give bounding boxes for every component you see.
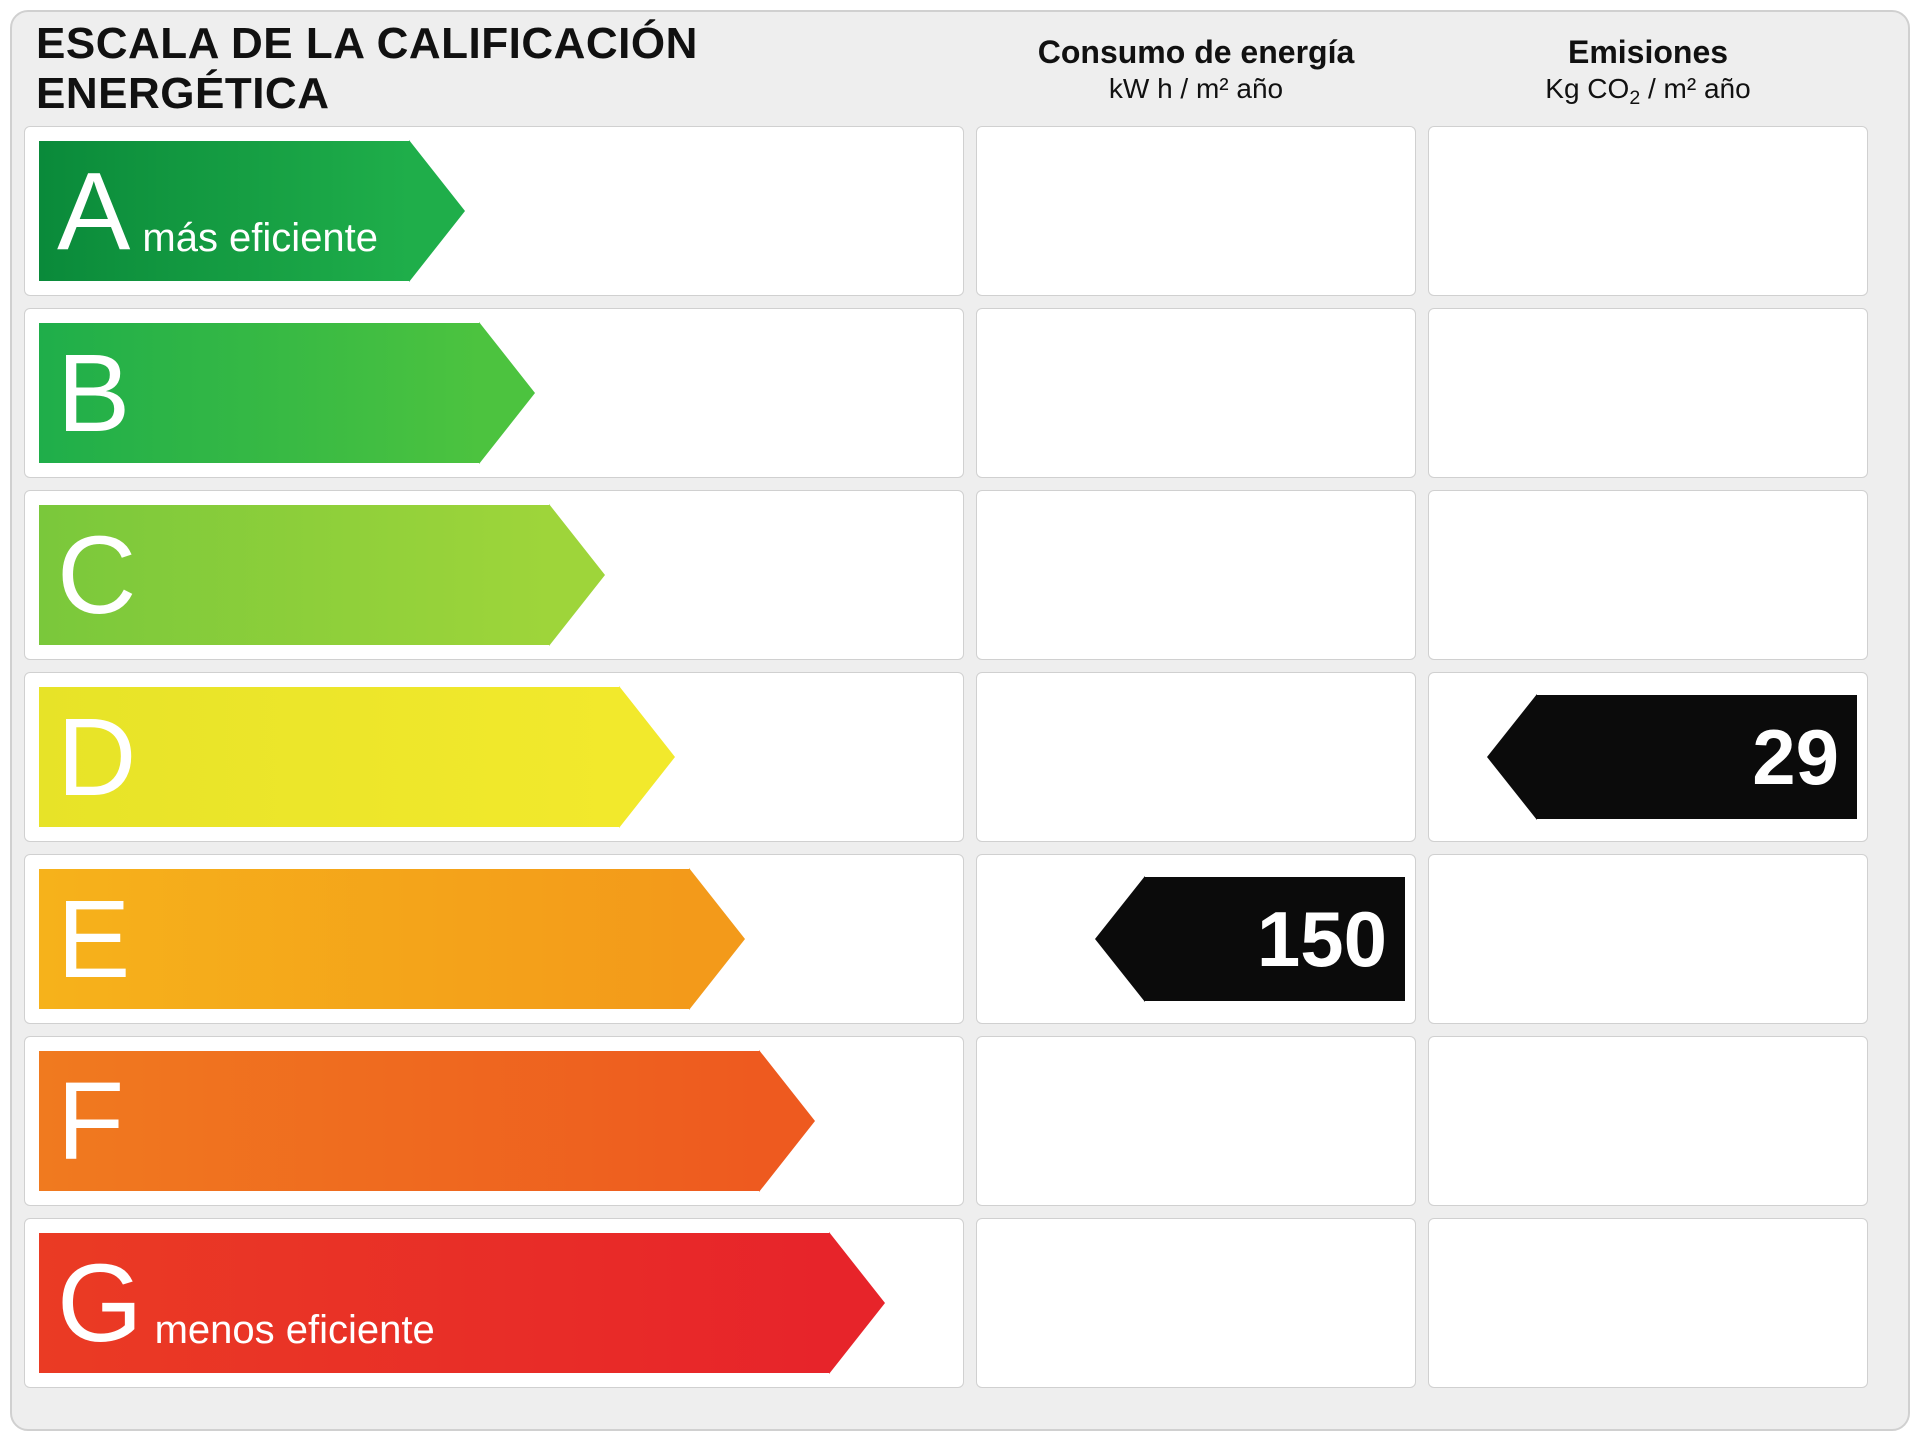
emisiones-cell [1428,308,1868,478]
rating-row-C: C [24,490,1896,660]
emisiones-cell [1428,490,1868,660]
rating-arrow-tip [689,868,745,1010]
rating-arrow-body: C [39,505,549,645]
consumo-indicator: 150 [1095,877,1405,1001]
column-header-emisiones: Emisiones Kg CO2 / m² año [1428,24,1868,114]
rating-arrow-body: D [39,687,619,827]
rating-letter: G [57,1233,143,1375]
consumo-cell [976,126,1416,296]
consumo-cell [976,672,1416,842]
rating-row-G: Gmenos eficiente [24,1218,1896,1388]
rating-arrow-cell: E [24,854,964,1024]
consumo-cell [976,308,1416,478]
consumo-units: kW h / m² año [976,73,1416,105]
rating-arrow-cell: B [24,308,964,478]
rating-letter: A [57,141,130,283]
rating-arrow: E [39,869,745,1009]
energy-rating-chart: ESCALA DE LA CALIFICACIÓN ENERGÉTICA Con… [10,10,1910,1431]
indicator-tip [1487,694,1537,820]
rating-arrow: Amás eficiente [39,141,465,281]
emisiones-cell [1428,854,1868,1024]
rating-arrow: C [39,505,605,645]
indicator-tip [1095,876,1145,1002]
rating-arrow-cell: Amás eficiente [24,126,964,296]
consumo-cell [976,1218,1416,1388]
rating-arrow-tip [619,686,675,828]
rating-arrow-cell: D [24,672,964,842]
header-row: ESCALA DE LA CALIFICACIÓN ENERGÉTICA Con… [24,24,1896,114]
rating-arrow-tip [479,322,535,464]
rating-arrow-body: Amás eficiente [39,141,409,281]
indicator-value: 150 [1145,877,1405,1001]
rating-letter: C [57,505,136,647]
rating-arrow-cell: C [24,490,964,660]
rating-sublabel: más eficiente [142,216,378,281]
rating-letter: E [57,869,130,1011]
rating-arrow-cell: F [24,1036,964,1206]
consumo-label: Consumo de energía [976,34,1416,71]
rating-arrow-body: F [39,1051,759,1191]
rating-arrow: B [39,323,535,463]
rating-arrow-tip [409,140,465,282]
rating-arrow-tip [759,1050,815,1192]
rating-row-F: F [24,1036,1896,1206]
rating-arrow-tip [549,504,605,646]
rating-arrow-tip [829,1232,885,1374]
consumo-cell [976,1036,1416,1206]
rating-arrow-body: Gmenos eficiente [39,1233,829,1373]
rating-row-B: B [24,308,1896,478]
rating-sublabel: menos eficiente [155,1308,435,1373]
emisiones-cell [1428,1036,1868,1206]
consumo-cell [976,490,1416,660]
rating-arrow-cell: Gmenos eficiente [24,1218,964,1388]
rating-arrow: Gmenos eficiente [39,1233,885,1373]
chart-title: ESCALA DE LA CALIFICACIÓN ENERGÉTICA [36,19,964,119]
emisiones-units: Kg CO2 / m² año [1428,73,1868,105]
rating-letter: F [57,1051,124,1193]
indicator-value: 29 [1537,695,1857,819]
rating-letter: D [57,687,136,829]
emisiones-cell [1428,126,1868,296]
rating-arrow: F [39,1051,815,1191]
rating-row-E: E 150 [24,854,1896,1024]
rating-letter: B [57,323,130,465]
emisiones-cell: 29 [1428,672,1868,842]
emisiones-indicator: 29 [1487,695,1857,819]
rating-row-D: D 29 [24,672,1896,842]
emisiones-cell [1428,1218,1868,1388]
emisiones-label: Emisiones [1428,34,1868,71]
rating-row-A: Amás eficiente [24,126,1896,296]
rating-arrow-body: B [39,323,479,463]
title-cell: ESCALA DE LA CALIFICACIÓN ENERGÉTICA [24,24,964,114]
consumo-cell: 150 [976,854,1416,1024]
column-header-consumo: Consumo de energía kW h / m² año [976,24,1416,114]
rating-arrow-body: E [39,869,689,1009]
rating-arrow: D [39,687,675,827]
